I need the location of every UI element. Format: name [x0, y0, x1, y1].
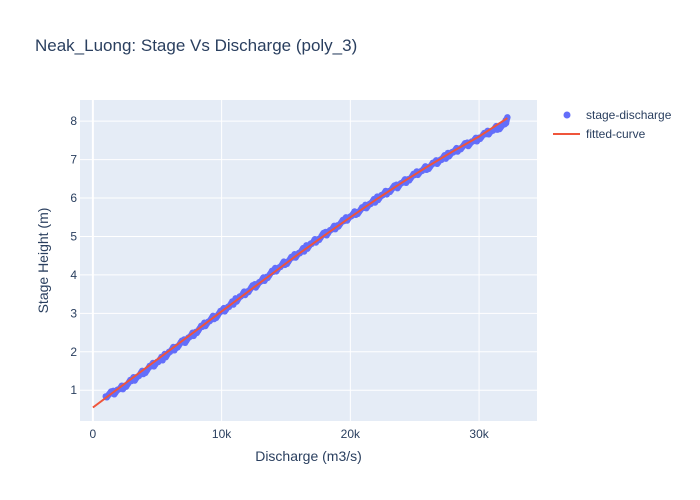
- fitted-curve-line: [92, 117, 508, 409]
- legend-label-stage-discharge: stage-discharge: [586, 108, 672, 122]
- y-tick-label: 8: [70, 114, 77, 128]
- x-axis-title: Discharge (m3/s): [255, 448, 362, 464]
- fitted-curve-series: [92, 117, 508, 409]
- x-tick-label: 30k: [469, 427, 489, 441]
- legend-item-stage-discharge[interactable]: stage-discharge: [563, 108, 672, 122]
- legend-label-fitted-curve: fitted-curve: [586, 127, 646, 141]
- y-tick-label: 6: [70, 191, 77, 205]
- y-tick-label: 1: [70, 383, 77, 397]
- y-tick-label: 4: [70, 268, 77, 282]
- y-axis-ticks: 1 2 3 4 5 6 7 8: [70, 114, 77, 397]
- legend-item-fitted-curve[interactable]: fitted-curve: [553, 127, 646, 141]
- x-tick-label: 20k: [341, 427, 361, 441]
- x-tick-label: 10k: [212, 427, 232, 441]
- legend-marker-stage-discharge: [563, 111, 571, 119]
- y-tick-label: 2: [70, 345, 77, 359]
- x-axis-ticks: 0 10k 20k 30k: [90, 427, 490, 441]
- legend: stage-discharge fitted-curve: [553, 108, 672, 141]
- chart-title: Neak_Luong: Stage Vs Discharge (poly_3): [35, 36, 357, 55]
- y-tick-label: 7: [70, 153, 77, 167]
- x-tick-label: 0: [90, 427, 97, 441]
- y-tick-label: 3: [70, 306, 77, 320]
- y-axis-title: Stage Height (m): [35, 208, 51, 314]
- y-tick-label: 5: [70, 229, 77, 243]
- gridlines: [80, 100, 537, 421]
